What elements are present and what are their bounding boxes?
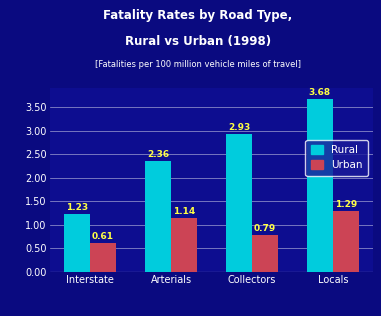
Text: [Fatalities per 100 million vehicle miles of travel]: [Fatalities per 100 million vehicle mile… bbox=[95, 60, 301, 69]
Bar bbox=[145, 161, 171, 272]
Text: 0.61: 0.61 bbox=[92, 232, 114, 241]
Legend: Rural, Urban: Rural, Urban bbox=[306, 139, 368, 176]
Text: 1.14: 1.14 bbox=[173, 207, 195, 216]
Text: 1.29: 1.29 bbox=[335, 200, 357, 209]
Text: Rural vs Urban (1998): Rural vs Urban (1998) bbox=[125, 35, 271, 48]
Bar bbox=[50, 272, 373, 279]
Bar bbox=[252, 235, 278, 272]
Text: 2.93: 2.93 bbox=[228, 123, 250, 132]
Bar bbox=[226, 134, 252, 272]
Text: 3.68: 3.68 bbox=[309, 88, 331, 97]
Bar bbox=[90, 243, 116, 272]
Bar bbox=[307, 99, 333, 272]
Bar bbox=[333, 211, 359, 272]
Text: Fatality Rates by Road Type,: Fatality Rates by Road Type, bbox=[104, 9, 293, 22]
Text: 0.79: 0.79 bbox=[254, 224, 276, 233]
Bar bbox=[171, 218, 197, 272]
Text: 2.36: 2.36 bbox=[147, 150, 169, 159]
Text: 1.23: 1.23 bbox=[66, 203, 88, 212]
Bar bbox=[64, 214, 90, 272]
